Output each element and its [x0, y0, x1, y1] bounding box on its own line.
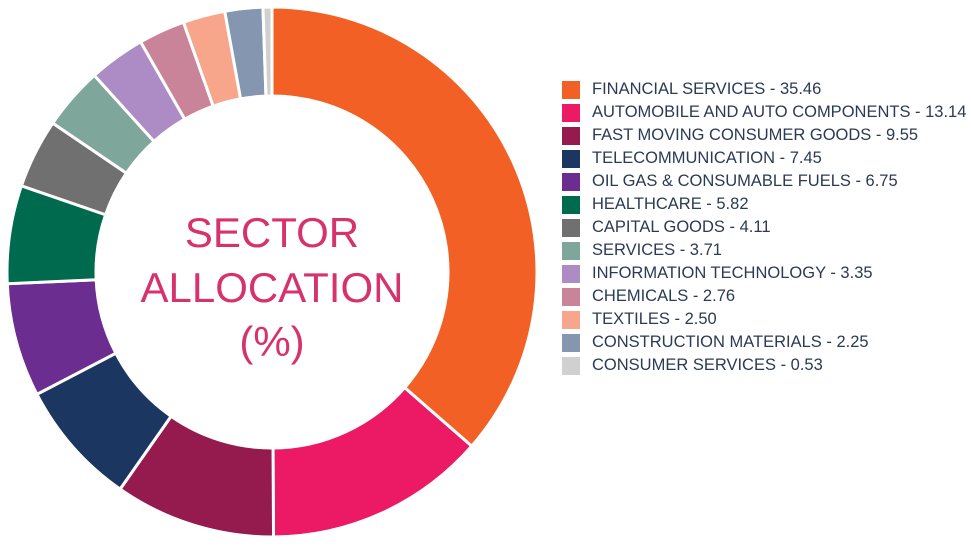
legend-swatch [562, 173, 580, 191]
legend-item: OIL GAS & CONSUMABLE FUELS - 6.75 [562, 170, 967, 193]
donut-chart: SECTOR ALLOCATION (%) [5, 5, 539, 539]
legend-item: CONSUMER SERVICES - 0.53 [562, 354, 967, 377]
legend-label: TELECOMMUNICATION - 7.45 [592, 149, 822, 167]
legend-label: TEXTILES - 2.50 [592, 310, 717, 328]
legend-item: FAST MOVING CONSUMER GOODS - 9.55 [562, 124, 967, 147]
legend-item: CHEMICALS - 2.76 [562, 285, 967, 308]
legend-swatch [562, 288, 580, 306]
legend-item: TEXTILES - 2.50 [562, 308, 967, 331]
slice-consumer-services [261, 5, 274, 98]
legend-label: FAST MOVING CONSUMER GOODS - 9.55 [592, 126, 919, 144]
chart-title-line-2: ALLOCATION [141, 264, 404, 311]
legend-label: OIL GAS & CONSUMABLE FUELS - 6.75 [592, 172, 898, 190]
chart-title-line-1: SECTOR [185, 209, 359, 256]
legend-swatch [562, 265, 580, 283]
legend-swatch [562, 81, 580, 99]
legend-label: SERVICES - 3.71 [592, 241, 722, 259]
legend-label: CAPITAL GOODS - 4.11 [592, 218, 771, 236]
legend-swatch [562, 104, 580, 122]
legend-item: CAPITAL GOODS - 4.11 [562, 216, 967, 239]
legend-item: TELECOMMUNICATION - 7.45 [562, 147, 967, 170]
legend-item: SERVICES - 3.71 [562, 239, 967, 262]
legend-label: CONSTRUCTION MATERIALS - 2.25 [592, 333, 869, 351]
legend-label: CHEMICALS - 2.76 [592, 287, 736, 305]
legend-swatch [562, 242, 580, 260]
legend-swatch [562, 150, 580, 168]
legend-item: AUTOMOBILE AND AUTO COMPONENTS - 13.14 [562, 101, 967, 124]
donut-slices [5, 5, 539, 539]
legend-swatch [562, 357, 580, 375]
legend-swatch [562, 219, 580, 237]
legend-label: INFORMATION TECHNOLOGY - 3.35 [592, 264, 873, 282]
legend-label: FINANCIAL SERVICES - 35.46 [592, 80, 822, 98]
chart-legend: FINANCIAL SERVICES - 35.46 AUTOMOBILE AND… [562, 78, 967, 377]
legend-item: CONSTRUCTION MATERIALS - 2.25 [562, 331, 967, 354]
slice-financial-services [270, 5, 539, 449]
legend-label: CONSUMER SERVICES - 0.53 [592, 356, 823, 374]
legend-swatch [562, 196, 580, 214]
chart-title-line-3: (%) [239, 318, 304, 365]
legend-label: AUTOMOBILE AND AUTO COMPONENTS - 13.14 [592, 103, 967, 121]
legend-item: HEALTHCARE - 5.82 [562, 193, 967, 216]
legend-item: FINANCIAL SERVICES - 35.46 [562, 78, 967, 101]
legend-swatch [562, 127, 580, 145]
legend-item: INFORMATION TECHNOLOGY - 3.35 [562, 262, 967, 285]
legend-swatch [562, 334, 580, 352]
legend-swatch [562, 311, 580, 329]
legend-label: HEALTHCARE - 5.82 [592, 195, 749, 213]
